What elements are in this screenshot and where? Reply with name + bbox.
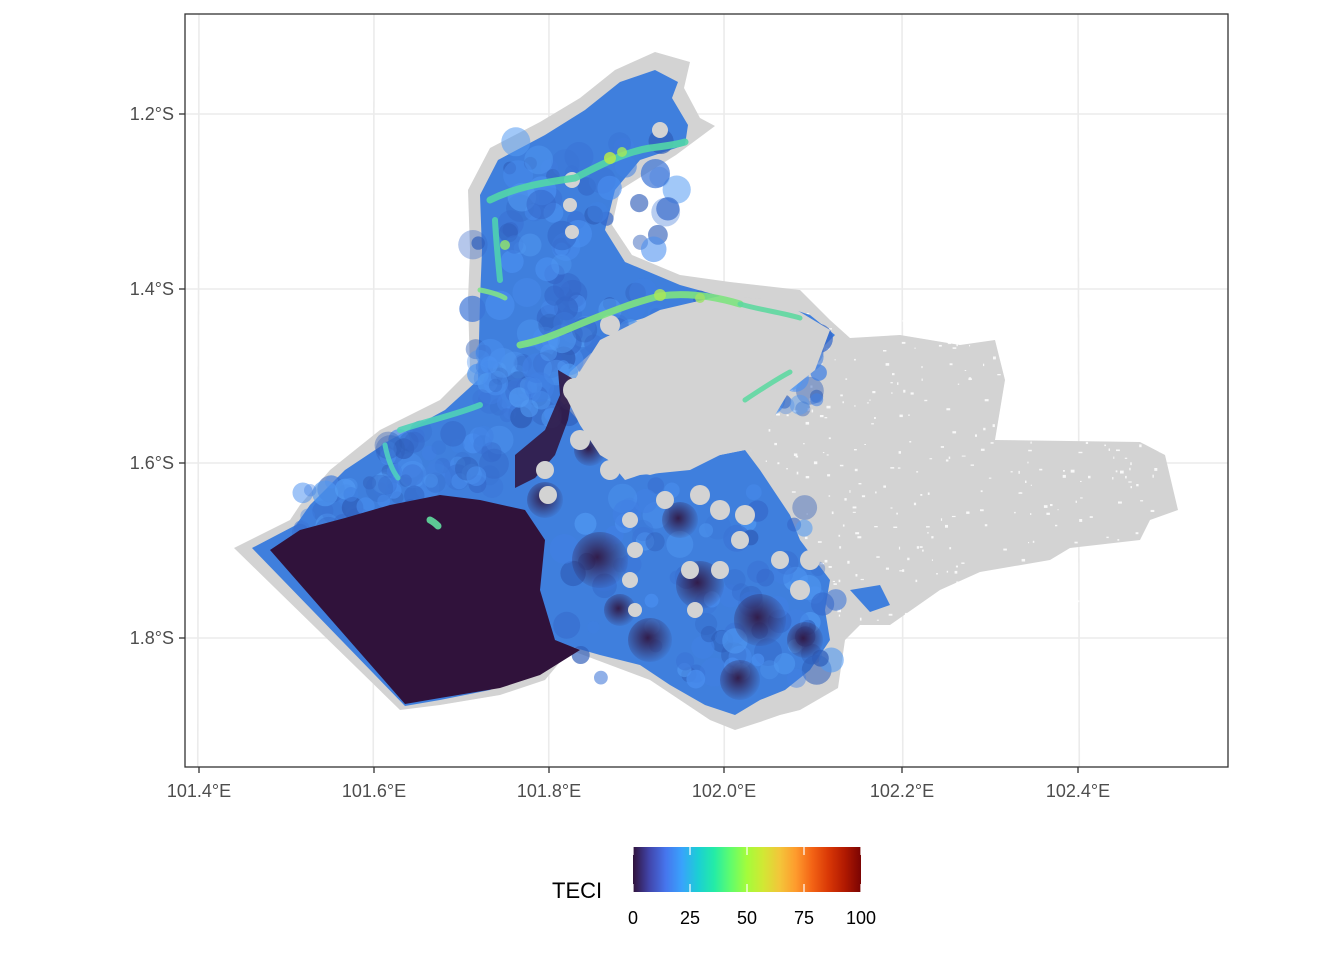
y-tick-label: 1.4°S (130, 279, 174, 299)
x-tick-label: 101.8°E (517, 781, 581, 801)
teci-hotspot (654, 289, 666, 301)
legend-tick-label: 25 (680, 908, 700, 928)
teci-corridor (742, 369, 793, 403)
legend-tick-label: 50 (737, 908, 757, 928)
no-data-dots (536, 122, 830, 618)
grid-line-lon (1077, 13, 1081, 768)
high-teci-corridors (382, 138, 803, 530)
x-tick-label: 102.2°E (870, 781, 934, 801)
legend-tick-label: 100 (846, 908, 876, 928)
teci-hotspot (695, 293, 705, 303)
x-tick-label: 101.4°E (167, 781, 231, 801)
legend-title: TECI (552, 878, 602, 903)
teci-hotspot (617, 147, 627, 157)
teci-corridor (426, 516, 442, 530)
teci-corridor (382, 442, 401, 481)
legend-tick-label: 75 (794, 908, 814, 928)
y-tick-label: 1.8°S (130, 628, 174, 648)
x-tick-label: 101.6°E (342, 781, 406, 801)
map-panel (184, 13, 1229, 768)
legend-tick-label: 0 (628, 908, 638, 928)
x-tick-label: 102.4°E (1046, 781, 1110, 801)
teci-hotspot (604, 152, 616, 164)
legend-ticks: 0 25 50 75 100 (628, 847, 876, 928)
y-tick-label: 1.2°S (130, 104, 174, 124)
teci-corridor (477, 287, 508, 301)
x-axis: 101.4°E 101.6°E 101.8°E 102.0°E 102.2°E 102.4… (167, 767, 1110, 801)
y-axis: 1.2°S 1.4°S 1.6°S 1.8°S (130, 104, 185, 648)
teci-corridor (397, 402, 483, 433)
y-tick-label: 1.6°S (130, 453, 174, 473)
x-tick-label: 102.0°E (692, 781, 756, 801)
legend: TECI 0 25 50 75 100 (552, 847, 876, 928)
teci-corridor (492, 217, 503, 283)
teci-hotspot (500, 240, 510, 250)
grid-line-lon (196, 13, 200, 768)
teci-corridor (737, 301, 803, 321)
low-teci-zone (270, 370, 580, 704)
teci-corridor (516, 291, 744, 349)
panel-border (184, 13, 1229, 768)
teci-corridor (486, 138, 689, 204)
